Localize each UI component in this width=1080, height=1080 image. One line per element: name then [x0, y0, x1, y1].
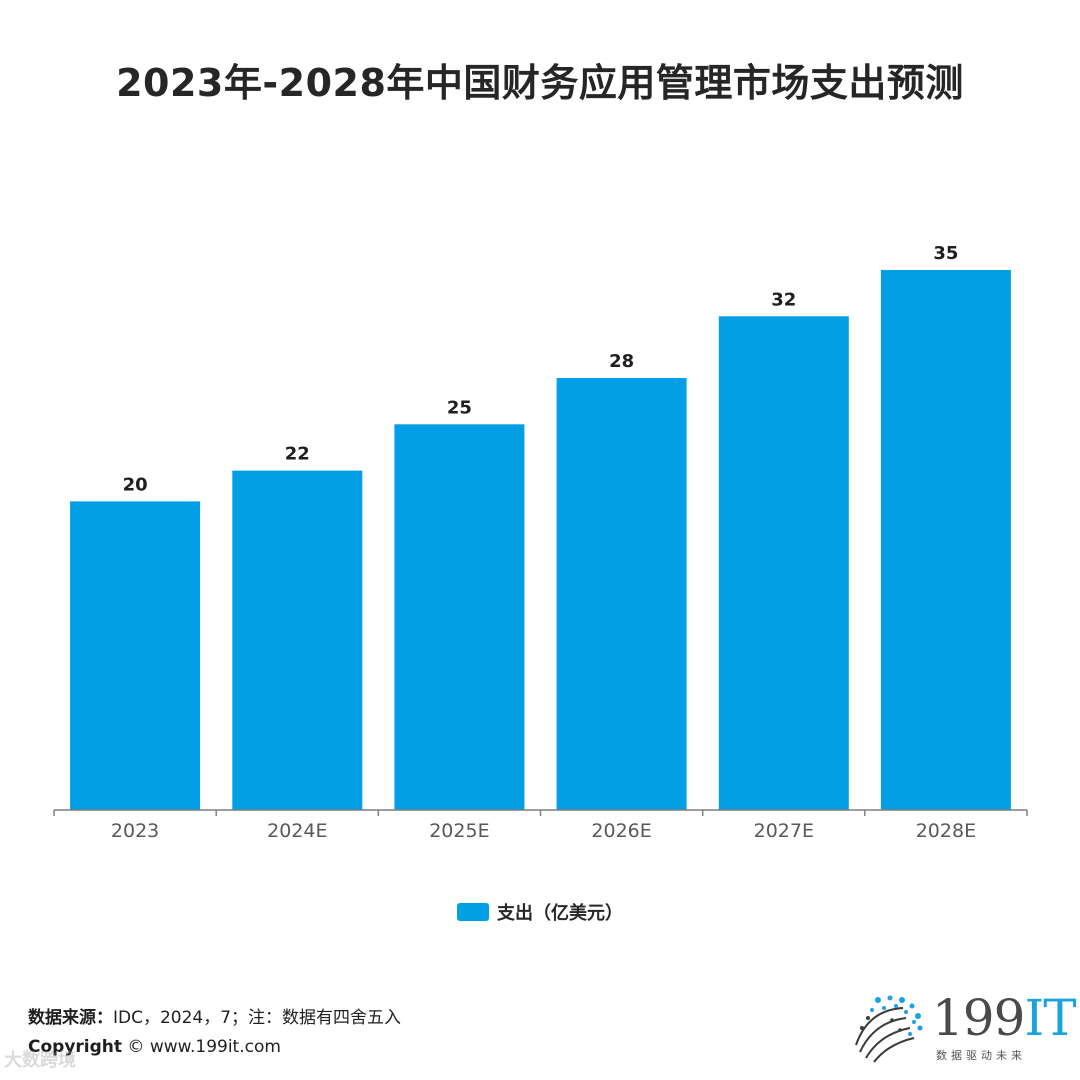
data-source-label: 数据来源：	[28, 1008, 113, 1028]
x-axis-tick-labels: 2023 2024E 2025E 2026E 2027E 2028E	[111, 820, 976, 842]
logo-number: 199	[932, 989, 1025, 1047]
logo-mark-icon	[855, 995, 923, 1063]
logo-tagline: 数据驱动未来	[936, 1049, 1026, 1062]
legend-swatch	[457, 903, 489, 921]
bar-2023	[70, 501, 201, 810]
bar-2025E	[394, 424, 525, 810]
value-labels-layer: 20 22 25 28 32 35	[123, 243, 959, 495]
bar-value-label: 25	[447, 397, 472, 418]
copyright-note: Copyright © www.199it.com	[28, 1037, 281, 1057]
bar-value-label: 20	[123, 474, 148, 495]
data-source-note: 数据来源：IDC，2024，7；注：数据有四舍五入	[28, 1003, 401, 1028]
bars-layer	[70, 270, 1011, 810]
logo-it: IT	[1024, 989, 1076, 1047]
data-source-value: IDC，2024，7；注：数据有四舍五入	[113, 1008, 402, 1028]
bar-2024E	[232, 470, 363, 810]
x-tick-label: 2024E	[267, 820, 327, 842]
x-tick-label: 2026E	[591, 820, 651, 842]
chart-title: 2023年-2028年中国财务应用管理市场支出预测	[116, 61, 964, 105]
bar-2028E	[880, 270, 1011, 810]
x-axis-ticks	[53, 810, 1028, 816]
watermark: 大数跨境	[4, 1050, 76, 1071]
brand-logo: 199IT 数据驱动未来	[848, 990, 1077, 1065]
x-tick-label: 2028E	[916, 820, 976, 842]
legend: 支出（亿美元）	[0, 899, 1080, 925]
bar-value-label: 35	[933, 243, 958, 264]
bar-value-label: 32	[771, 289, 796, 310]
bar-value-label: 28	[609, 351, 634, 372]
x-tick-label: 2027E	[754, 820, 814, 842]
bar-value-label: 22	[285, 444, 310, 465]
logo-wordmark: 199IT	[932, 989, 1077, 1047]
bar-2027E	[718, 316, 849, 810]
x-tick-label: 2023	[111, 820, 159, 842]
copyright-label: Copyright	[28, 1037, 123, 1057]
copyright-value: © www.199it.com	[122, 1037, 281, 1057]
bar-2026E	[556, 378, 687, 810]
x-tick-label: 2025E	[429, 820, 489, 842]
legend-label: 支出（亿美元）	[497, 903, 623, 924]
